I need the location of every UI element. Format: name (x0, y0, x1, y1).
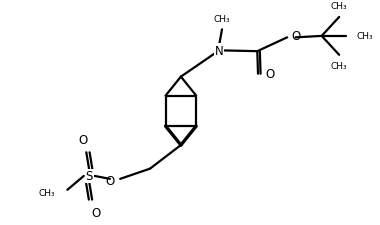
Text: CH₃: CH₃ (214, 15, 230, 24)
Text: O: O (292, 30, 301, 43)
Text: CH₃: CH₃ (356, 32, 373, 41)
Text: N: N (215, 45, 223, 58)
Text: CH₃: CH₃ (331, 2, 347, 11)
Text: O: O (91, 206, 100, 219)
Text: O: O (266, 68, 275, 81)
Text: O: O (106, 174, 115, 187)
Text: CH₃: CH₃ (39, 188, 55, 197)
Text: O: O (78, 133, 87, 146)
Text: CH₃: CH₃ (331, 62, 347, 71)
Text: S: S (86, 170, 93, 183)
